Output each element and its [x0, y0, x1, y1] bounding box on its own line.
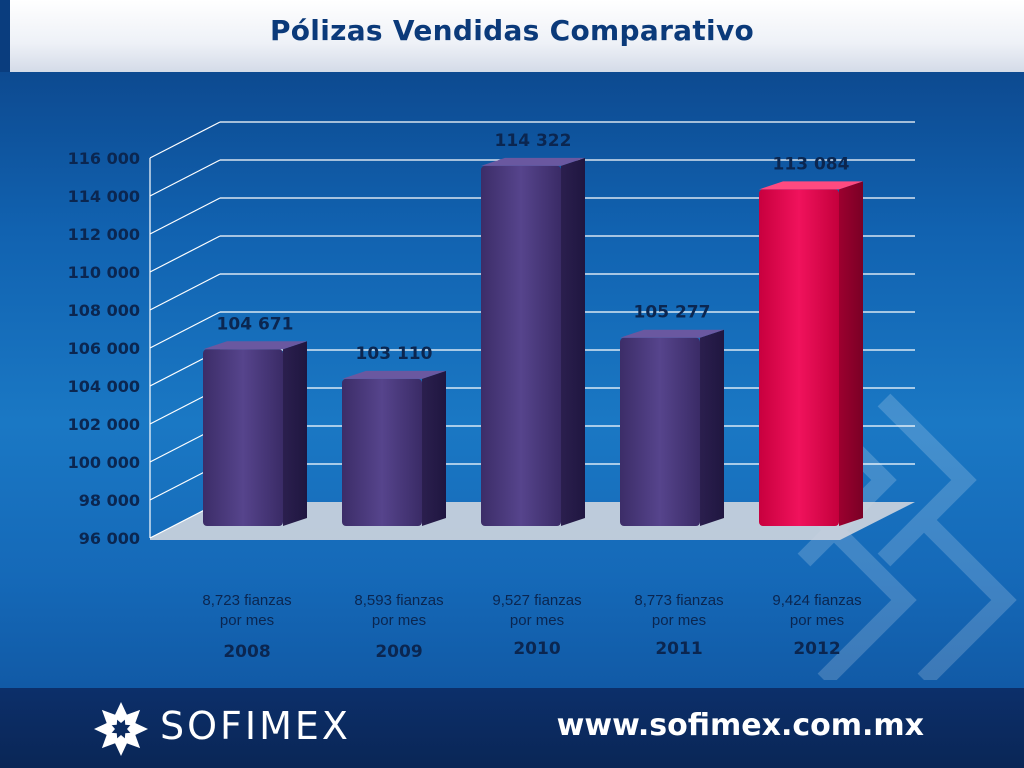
bar-note-count: 9,424 fianzas — [772, 592, 862, 609]
bar-note-unit: por mes — [651, 612, 707, 629]
data-label: 105 277 — [634, 303, 711, 323]
y-tick-label: 102 000 — [68, 415, 140, 434]
bar-note-2010: 9,527 fianzas por mes — [477, 591, 597, 631]
bar-note-count: 8,723 fianzas — [202, 592, 292, 609]
logo-text: SOFIMEX — [160, 704, 351, 748]
bar-top — [759, 181, 863, 190]
bar-note-unit: por mes — [509, 612, 565, 629]
data-label: 103 110 — [356, 344, 433, 364]
bar-note-count: 8,593 fianzas — [354, 592, 444, 609]
page-title: Pólizas Vendidas Comparativo — [269, 14, 755, 47]
bar-side — [839, 181, 863, 526]
bar-note-2011: 8,773 fianzas por mes — [619, 591, 739, 631]
bar-front — [481, 165, 561, 526]
y-tick-label: 106 000 — [68, 339, 140, 358]
bar-2012 — [759, 181, 863, 526]
y-tick-label: 98 000 — [79, 491, 140, 510]
x-tick-label: 2008 — [223, 642, 271, 662]
bar-side — [561, 157, 585, 526]
bar-front — [620, 337, 700, 526]
bar-note-unit: por mes — [219, 612, 275, 629]
x-tick-label: 2009 — [375, 642, 423, 662]
bar-2011 — [620, 329, 724, 526]
bar-top — [481, 157, 585, 166]
y-tick-label: 110 000 — [68, 263, 140, 282]
website-link[interactable]: www.sofimex.com.mx — [556, 708, 924, 743]
gridline-diagonal — [149, 311, 221, 349]
bar-side — [283, 341, 307, 526]
title-accent — [0, 0, 10, 72]
data-label: 104 671 — [217, 314, 294, 334]
bar-top — [342, 370, 446, 379]
bar-2009 — [342, 370, 446, 526]
bar-note-unit: por mes — [789, 612, 845, 629]
x-tick-label: 2010 — [513, 639, 561, 659]
bar-2008 — [203, 341, 307, 526]
footer-bar: SOFIMEX www.sofimex.com.mx — [0, 688, 1024, 768]
gridline-diagonal — [149, 235, 221, 273]
y-tick-label: 114 000 — [68, 187, 140, 206]
x-tick-label: 2012 — [793, 639, 841, 659]
bar-chart: 96 000 98 000 100 000 102 000 104 000 106 000… — [68, 121, 915, 548]
bar-front — [759, 189, 839, 526]
y-tick-label: 96 000 — [79, 529, 140, 548]
gridline-diagonal — [149, 273, 221, 311]
title-bar: Pólizas Vendidas Comparativo — [0, 0, 1024, 72]
bar-note-count: 9,527 fianzas — [492, 592, 582, 609]
bar-front — [203, 349, 283, 526]
y-tick-label: 108 000 — [68, 301, 140, 320]
bar-side — [422, 370, 446, 526]
y-tick-label: 104 000 — [68, 377, 140, 396]
bar-note-2012: 9,424 fianzas por mes — [757, 591, 877, 631]
bar-2010 — [481, 157, 585, 526]
gridline-diagonal — [149, 121, 221, 159]
bar-note-2008: 8,723 fianzas por mes — [187, 591, 307, 631]
bar-note-2009: 8,593 fianzas por mes — [339, 591, 459, 631]
y-tick-label: 116 000 — [68, 149, 140, 168]
x-tick-label: 2011 — [655, 639, 703, 659]
bar-note-unit: por mes — [371, 612, 427, 629]
bar-front — [342, 378, 422, 526]
bar-top — [620, 329, 724, 338]
bar-note-count: 8,773 fianzas — [634, 592, 724, 609]
sofimex-logo-icon — [94, 702, 148, 756]
bar-side — [700, 329, 724, 526]
y-tick-label: 100 000 — [68, 453, 140, 472]
gridline-diagonal — [149, 159, 221, 197]
bar-top — [203, 341, 307, 350]
data-label: 113 084 — [773, 154, 850, 174]
gridline-diagonal — [149, 197, 221, 235]
y-tick-label: 112 000 — [68, 225, 140, 244]
data-label: 114 322 — [495, 131, 572, 151]
